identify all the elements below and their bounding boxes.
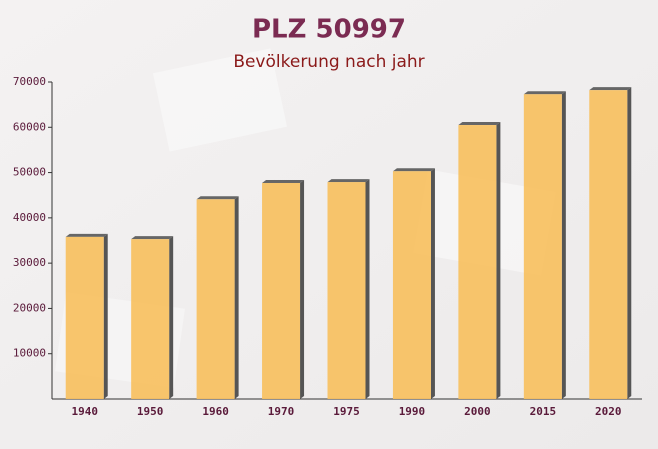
- x-tick-label: 1975: [333, 405, 360, 418]
- bar-side: [496, 122, 501, 400]
- bg-envelope: [152, 48, 288, 152]
- bar: [65, 236, 104, 399]
- bar-side: [365, 179, 370, 399]
- chart-subtitle: Bevölkerung nach jahr: [233, 52, 424, 72]
- bar-side: [300, 179, 305, 399]
- y-tick-label: 70000: [13, 75, 46, 88]
- bar-top: [262, 179, 305, 183]
- x-tick-label: 1950: [137, 405, 164, 418]
- bar: [392, 171, 431, 399]
- y-tick-label: 20000: [13, 301, 46, 314]
- x-tick-label: 2015: [530, 405, 557, 418]
- x-tick-label: 1960: [202, 405, 229, 418]
- bar-top: [589, 87, 632, 91]
- bar-top: [196, 196, 239, 200]
- bar-side: [169, 236, 174, 399]
- bar-side: [103, 233, 108, 399]
- x-tick-label: 2000: [464, 405, 491, 418]
- y-tick-label: 60000: [13, 120, 46, 133]
- bar: [458, 125, 497, 400]
- y-tick-label: 40000: [13, 211, 46, 224]
- bar: [327, 182, 366, 399]
- x-tick-label: 1990: [399, 405, 426, 418]
- bar: [262, 182, 301, 399]
- y-tick-label: 10000: [13, 347, 46, 360]
- bar-side: [561, 91, 566, 399]
- bar-top: [131, 236, 174, 240]
- bar-top: [327, 179, 370, 183]
- x-tick-label: 1970: [268, 405, 295, 418]
- bar-top: [523, 91, 566, 95]
- bar-top: [458, 122, 501, 126]
- bar: [131, 239, 170, 399]
- y-tick-label: 50000: [13, 166, 46, 179]
- bar-top: [392, 168, 435, 172]
- bar-top: [65, 233, 108, 237]
- bar-side: [234, 196, 239, 399]
- bar: [196, 199, 235, 399]
- y-tick-label: 30000: [13, 256, 46, 269]
- bar: [589, 90, 628, 399]
- bar: [523, 94, 562, 399]
- bar-side: [430, 168, 435, 399]
- chart-title: PLZ 50997: [252, 15, 406, 45]
- x-tick-label: 1940: [71, 405, 98, 418]
- x-tick-label: 2020: [595, 405, 622, 418]
- bar-side: [627, 87, 632, 399]
